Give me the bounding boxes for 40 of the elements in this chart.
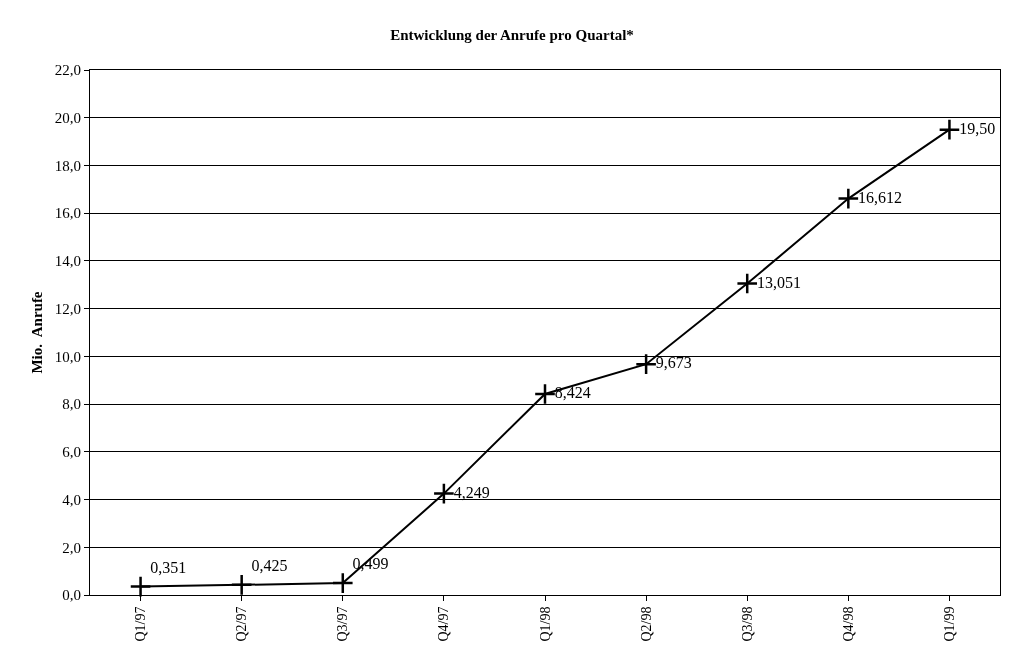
y-tick-label: 16,0 (54, 205, 81, 222)
y-tick-label: 8,0 (62, 396, 81, 413)
chart-title: Entwicklung der Anrufe pro Quartal* (390, 26, 634, 43)
y-tick-label: 18,0 (54, 157, 81, 174)
data-label: 8,424 (554, 383, 591, 401)
point (230, 573, 253, 596)
y-axis-title: Mio. Anrufe (29, 291, 45, 374)
data-label: 4,249 (453, 483, 490, 501)
x-tick-label: Q2/97 (234, 606, 250, 642)
x-tick-label: Q1/97 (133, 606, 149, 642)
data-label: 0,351 (150, 558, 187, 576)
y-tick-label: 20,0 (54, 109, 81, 126)
data-label: 0,425 (251, 557, 288, 575)
x-tick-label: Q1/98 (537, 606, 553, 642)
point (635, 353, 658, 376)
y-tick-label: 2,0 (62, 539, 81, 556)
point (938, 118, 961, 141)
x-tick-label: Q4/97 (436, 606, 452, 642)
point (533, 382, 557, 406)
data-label: 16,612 (858, 188, 903, 206)
point (331, 572, 354, 595)
point (837, 187, 860, 210)
data-label: 13,051 (756, 273, 801, 291)
x-tick-label: Q1/99 (941, 606, 957, 642)
x-tick-label: Q3/97 (335, 606, 351, 642)
point (736, 272, 759, 295)
x-tick-label: Q2/98 (638, 606, 654, 642)
data-label: 19,50 (959, 119, 996, 137)
point (432, 482, 455, 505)
y-tick-label: 22,0 (54, 62, 81, 79)
y-tick-label: 6,0 (62, 444, 81, 461)
data-label: 9,673 (655, 354, 692, 372)
point (129, 575, 152, 598)
y-tick-label: 12,0 (54, 300, 81, 317)
y-tick-label: 4,0 (62, 491, 81, 508)
y-tick-label: 10,0 (54, 348, 81, 365)
y-tick-label: 14,0 (54, 253, 81, 270)
x-tick-label: Q4/98 (840, 606, 856, 642)
x-tick-label: Q3/98 (739, 606, 755, 642)
y-tick-label: 0,0 (62, 587, 81, 604)
